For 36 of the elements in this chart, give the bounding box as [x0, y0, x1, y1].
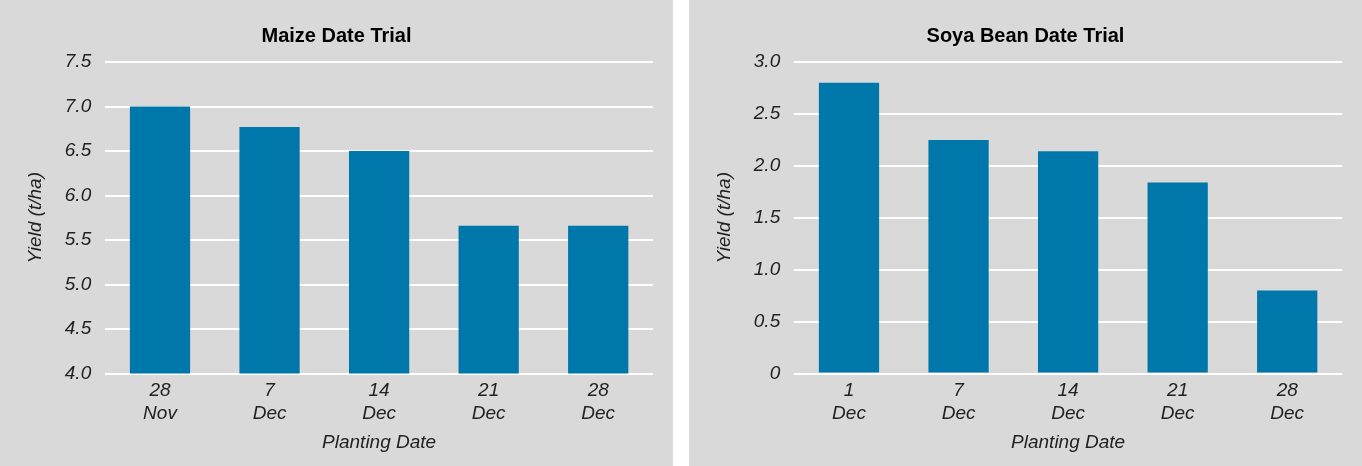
- y-tick-label: 5.0: [64, 272, 92, 294]
- x-tick-label: 21 Dec: [1160, 379, 1196, 424]
- chart-title: Soya Bean Date Trial: [926, 23, 1125, 46]
- x-tick-label: 28 Dec: [1270, 379, 1305, 424]
- y-tick-label: 4.5: [64, 317, 92, 339]
- y-axis-title: Yield (t/ha): [712, 172, 734, 264]
- x-axis-title: Planting Date: [322, 430, 437, 452]
- y-tick-label: 0.5: [753, 309, 781, 331]
- chart-title: Maize Date Trial: [261, 23, 412, 46]
- x-tick-label: 1 Dec: [832, 379, 867, 424]
- y-tick-label: 6.5: [64, 139, 92, 161]
- y-tick-label: 2.5: [752, 102, 781, 124]
- bar: [818, 82, 880, 373]
- x-tick-label: 28 Dec: [581, 379, 616, 424]
- bar: [1147, 182, 1208, 373]
- x-tick-label: 21 Dec: [471, 379, 507, 424]
- x-tick-label: 28 Nov: [143, 379, 179, 424]
- x-tick-label: 7 Dec: [941, 379, 976, 424]
- y-tick-label: 1.5: [753, 206, 781, 228]
- y-tick-label: 0: [769, 361, 781, 383]
- y-tick-label: 6.0: [64, 183, 92, 205]
- bar: [928, 139, 989, 373]
- x-tick-label: 7 Dec: [252, 379, 287, 424]
- y-tick-label: 3.0: [753, 50, 781, 72]
- x-tick-label: 14 Dec: [1051, 379, 1086, 424]
- y-tick-label: 4.0: [64, 361, 92, 383]
- bar: [1037, 151, 1099, 373]
- x-axis-title: Planting Date: [1011, 430, 1126, 452]
- y-tick-label: 7.0: [64, 94, 92, 116]
- bar: [1257, 290, 1318, 373]
- y-tick-label: 5.5: [64, 228, 92, 250]
- y-axis-title: Yield (t/ha): [23, 172, 45, 264]
- x-tick-label: 14 Dec: [362, 379, 397, 424]
- y-tick-label: 2.0: [752, 154, 781, 176]
- y-tick-label: 7.5: [64, 50, 92, 72]
- y-tick-label: 1.0: [753, 258, 781, 280]
